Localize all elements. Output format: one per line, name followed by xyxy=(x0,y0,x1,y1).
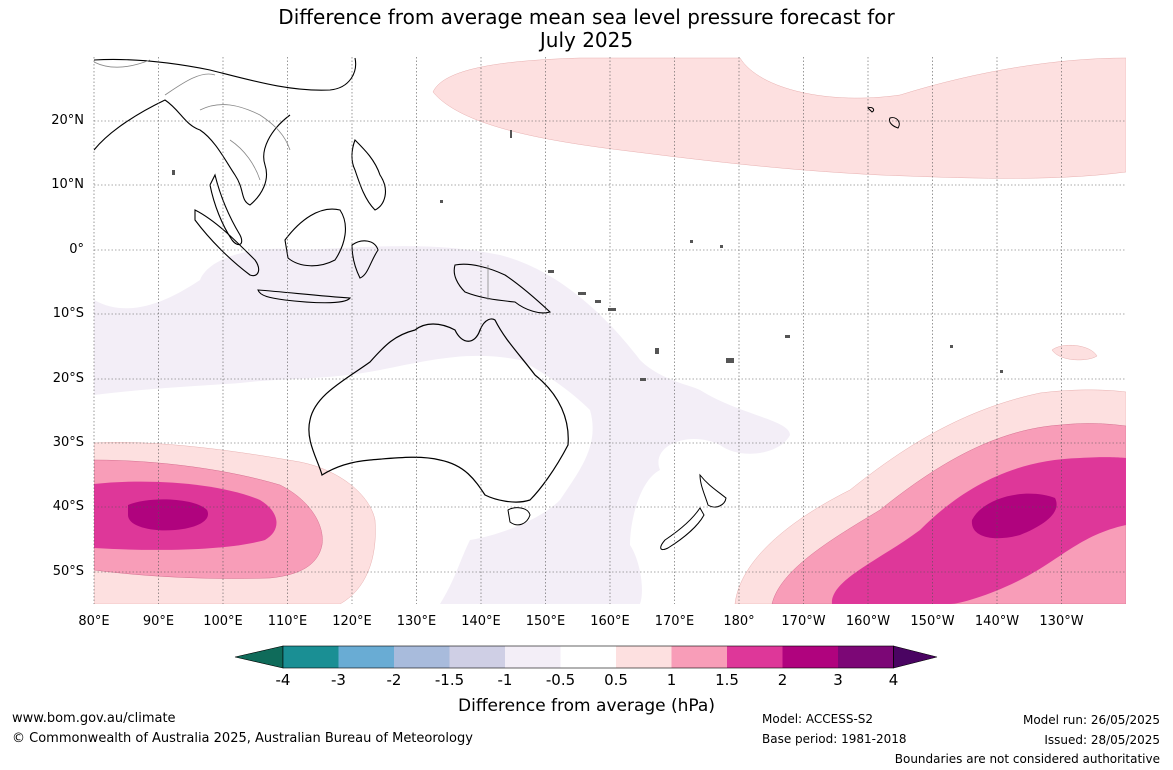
latitude-label: 20°S xyxy=(52,371,84,386)
philippines-coastline xyxy=(351,139,386,211)
colorbar-swatch xyxy=(283,646,339,668)
anomaly-region-east-small xyxy=(1051,344,1098,361)
colorbar-tick-label: -1 xyxy=(497,671,513,689)
map-title-line1: Difference from average mean sea level p… xyxy=(278,5,895,29)
latitude-label: 30°S xyxy=(52,435,84,450)
footer-copyright: © Commonwealth of Australia 2025, Austra… xyxy=(12,731,473,746)
sumatra-coastline xyxy=(194,209,260,277)
footer-base-period: Base period: 1981-2018 xyxy=(762,732,907,746)
longitude-label: 150°E xyxy=(525,614,566,629)
footer-model: Model: ACCESS-S2 xyxy=(762,712,874,726)
colorbar-tick-label: -0.5 xyxy=(545,671,576,689)
longitude-label: 180° xyxy=(723,614,755,629)
new-zealand-south-coastline xyxy=(660,507,705,551)
colorbar-swatch xyxy=(449,646,505,668)
longitude-label: 90°E xyxy=(142,614,175,629)
footer-website: www.bom.gov.au/climate xyxy=(12,711,176,726)
colorbar-under-extension xyxy=(234,645,284,669)
java-coastline xyxy=(257,289,352,304)
colorbar-tick-label: 1 xyxy=(666,671,677,689)
footer-disclaimer: Boundaries are not considered authoritat… xyxy=(894,752,1160,766)
country-borders xyxy=(94,59,291,181)
pacific-islands xyxy=(172,130,1003,381)
colorbar-tick-label: 1.5 xyxy=(715,671,739,689)
colorbar-tick-label: 2 xyxy=(777,671,788,689)
colorbar-swatch xyxy=(505,646,561,668)
hawaii-coastline xyxy=(867,107,900,129)
colorbar-swatch xyxy=(838,646,894,668)
longitude-label: 160°W xyxy=(845,614,891,629)
new-guinea-coastline xyxy=(453,263,552,314)
anomaly-region-sw-peak xyxy=(128,499,209,531)
latitude-label: 50°S xyxy=(52,564,84,579)
colorbar-tick-label: -3 xyxy=(331,671,346,689)
longitude-label: 100°E xyxy=(203,614,243,629)
longitude-label: 150°W xyxy=(910,614,955,629)
colorbar-tick-label: -1.5 xyxy=(434,671,465,689)
colorbar-tick-label: 4 xyxy=(888,671,899,689)
anomaly-region-lavender xyxy=(94,246,790,604)
colorbar-label: Difference from average (hPa) xyxy=(458,696,715,716)
longitude-label: 80°E xyxy=(78,614,110,629)
anomaly-region-se-peak xyxy=(971,493,1057,539)
colorbar-swatch xyxy=(616,646,672,668)
map-title-line2: July 2025 xyxy=(539,28,634,52)
colorbar-frame xyxy=(282,645,894,669)
tasmania-coastline xyxy=(507,507,531,526)
colorbar-swatch xyxy=(782,646,838,668)
colorbar-tick-label: 3 xyxy=(833,671,843,689)
latitude-label: 0° xyxy=(69,242,84,257)
colorbar-swatch xyxy=(727,646,783,668)
colorbar-tick-label: -2 xyxy=(386,671,402,689)
latitude-label: 40°S xyxy=(52,499,84,514)
longitude-label: 160°E xyxy=(590,614,630,629)
latitude-label: 20°N xyxy=(51,113,84,128)
map-gridlines xyxy=(93,57,1126,604)
latitude-label: 10°N xyxy=(51,177,84,192)
longitude-label: 110°E xyxy=(267,614,308,629)
australia-coastline xyxy=(308,318,569,503)
new-zealand-north-coastline xyxy=(699,473,727,508)
borneo-coastline xyxy=(284,208,346,267)
colorbar-swatch xyxy=(338,646,394,668)
longitude-label: 120°E xyxy=(332,614,372,629)
longitude-label: 130°E xyxy=(396,614,437,629)
colorbar-over-extension xyxy=(893,645,938,669)
latitude-label: 10°S xyxy=(52,306,84,321)
malay-peninsula-coastline xyxy=(209,173,243,246)
colorbar-swatch xyxy=(560,646,616,668)
longitude-label: 170°E xyxy=(654,614,695,629)
longitude-label: 140°W xyxy=(974,614,1020,629)
colorbar-tick-label: 0.5 xyxy=(604,671,628,689)
colorbar-tick-label: -4 xyxy=(275,671,291,689)
longitude-label: 170°W xyxy=(781,614,826,629)
footer-issued: Issued: 28/05/2025 xyxy=(1044,733,1160,747)
longitude-label: 130°W xyxy=(1039,614,1084,629)
colorbar-swatch xyxy=(671,646,727,668)
sulawesi-coastline xyxy=(351,240,379,279)
footer-model-run: Model run: 26/05/2025 xyxy=(1022,713,1160,727)
longitude-label: 140°E xyxy=(461,614,501,629)
colorbar-swatch xyxy=(394,646,450,668)
anomaly-region-north-pos xyxy=(432,57,1126,179)
